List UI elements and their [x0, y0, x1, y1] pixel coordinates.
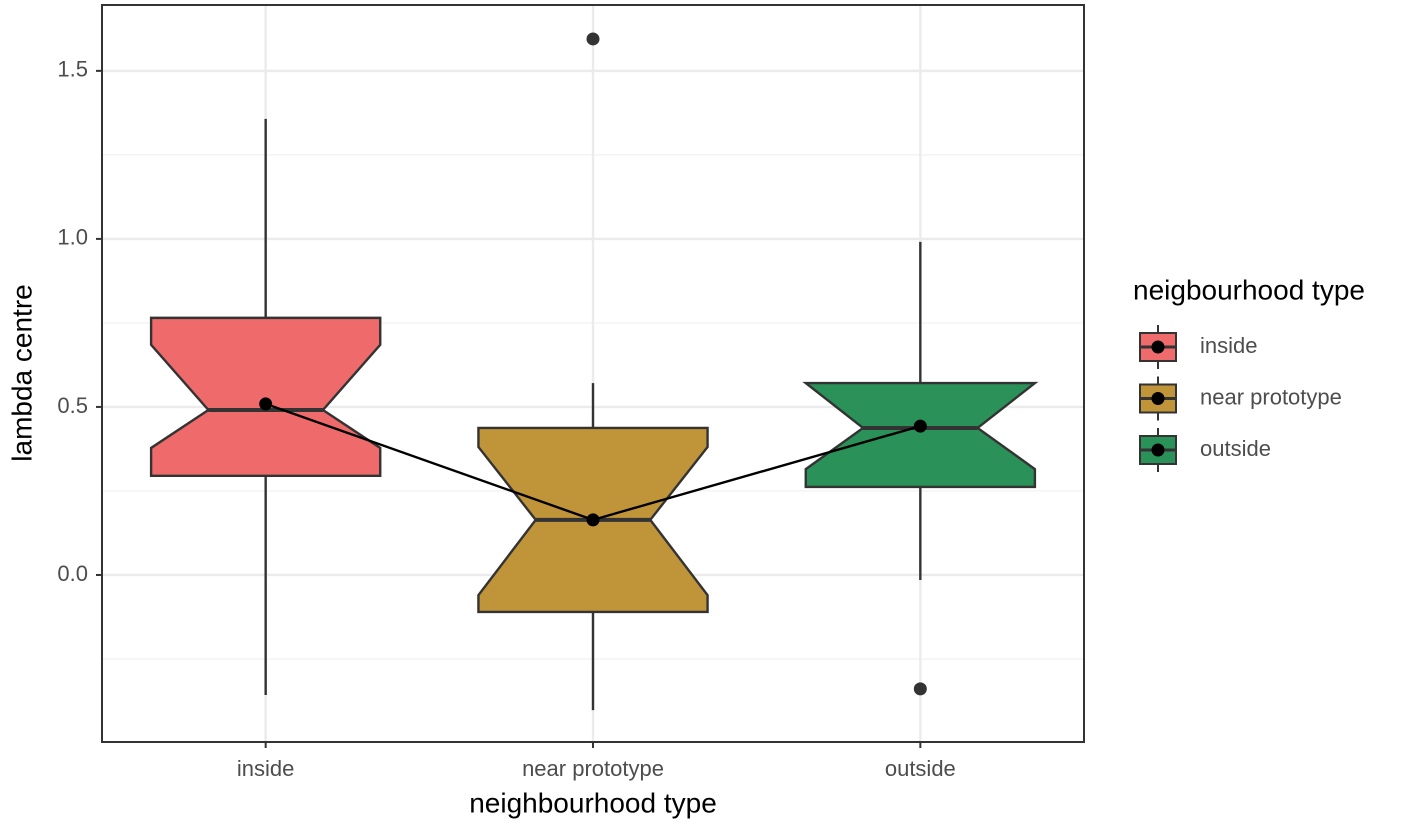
- x-axis-title: neighbourhood type: [469, 787, 717, 818]
- mean-point: [586, 513, 600, 527]
- box: [802, 381, 1039, 489]
- y-tick-label: 0.5: [57, 393, 88, 418]
- y-axis-title: lambda centre: [6, 284, 37, 461]
- legend-label: near prototype: [1200, 384, 1342, 409]
- outlier: [586, 32, 600, 46]
- legend-key-point: [1151, 443, 1165, 457]
- mean-point: [259, 397, 273, 411]
- legend-key-point: [1151, 340, 1165, 354]
- x-tick-label: near prototype: [522, 756, 664, 781]
- box: [149, 316, 382, 478]
- mean-point: [913, 419, 927, 433]
- outlier: [913, 682, 927, 696]
- legend-label: outside: [1200, 436, 1271, 461]
- legend-title: neigbourhood type: [1133, 274, 1365, 305]
- y-tick-label: 1.0: [57, 225, 88, 250]
- panel-border: [101, 4, 1085, 743]
- legend-label: inside: [1200, 333, 1257, 358]
- y-tick-label: 0.0: [57, 561, 88, 586]
- x-tick-label: outside: [885, 756, 956, 781]
- legend-key-point: [1151, 392, 1165, 405]
- y-tick-label: 1.5: [57, 57, 88, 82]
- x-tick-label: inside: [237, 756, 294, 781]
